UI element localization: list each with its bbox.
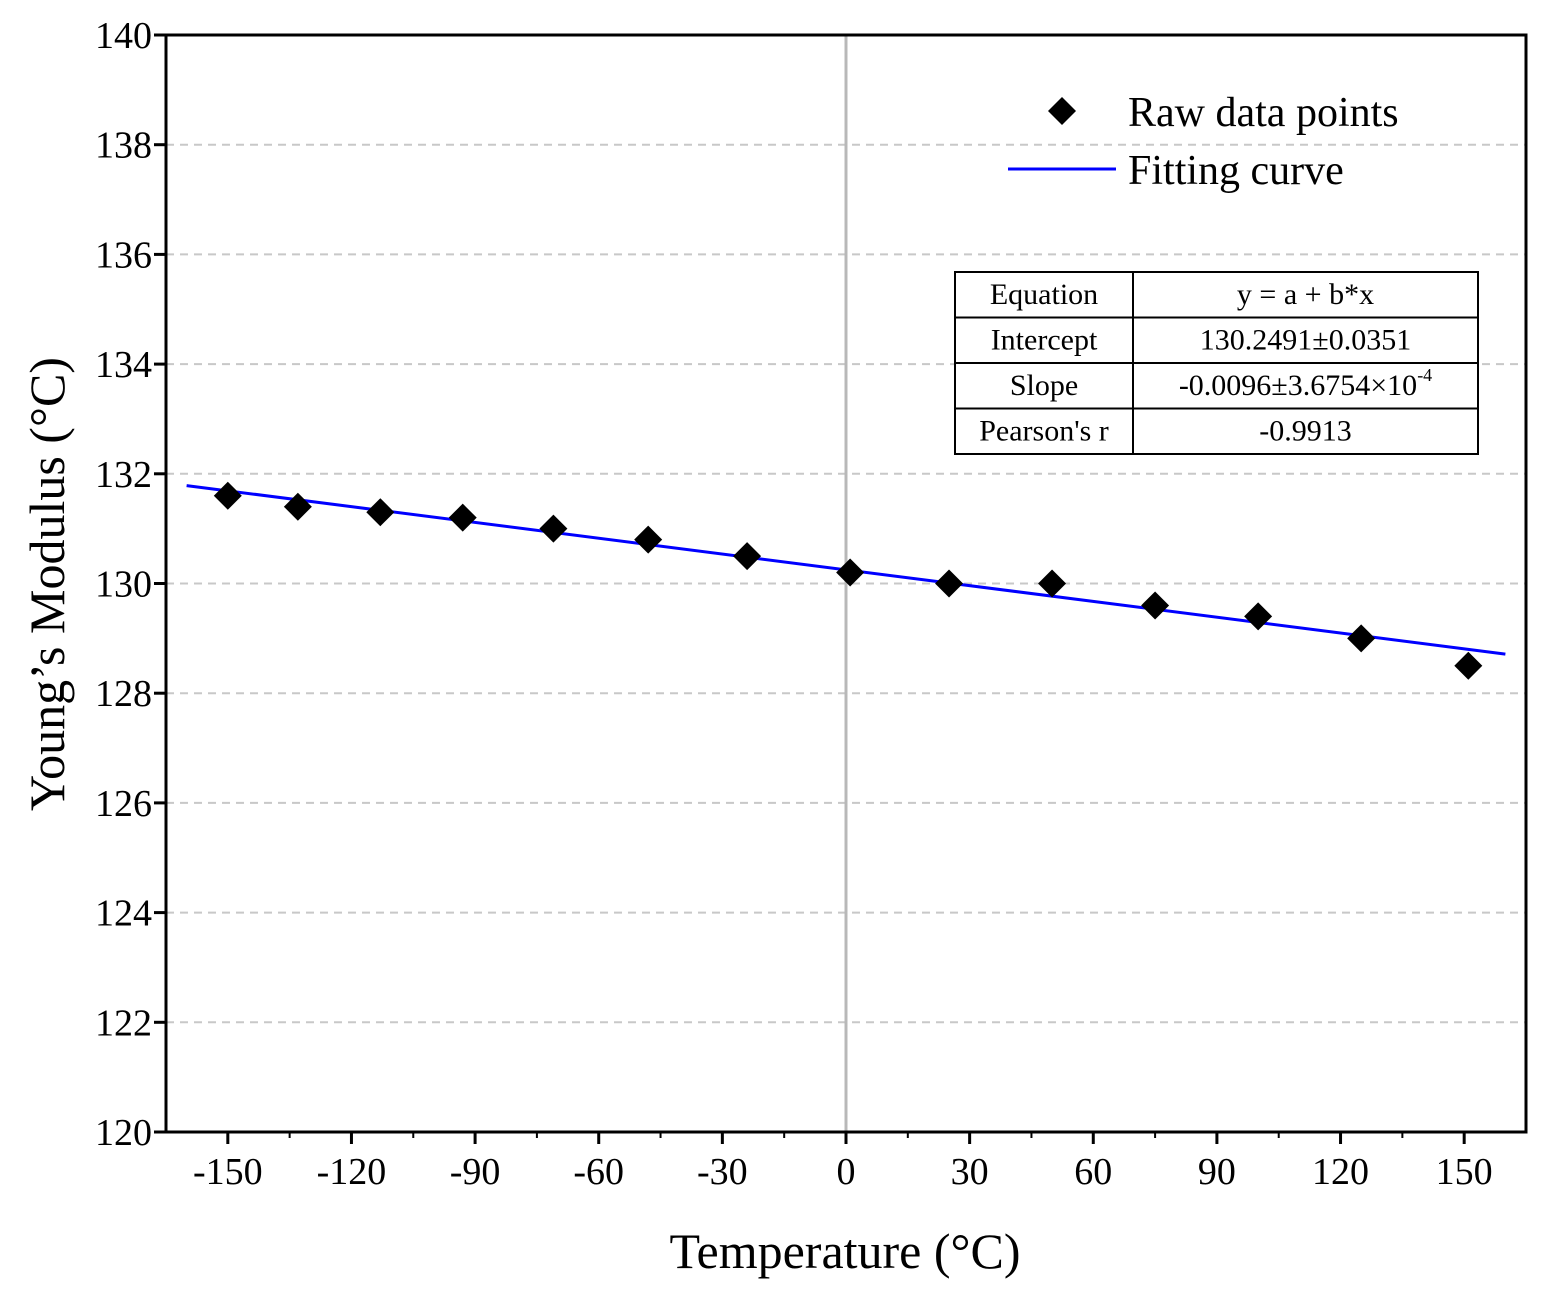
stats-row-value: y = a + b*x [1237,278,1374,311]
legend-label-fit: Fitting curve [1128,148,1344,194]
data-point [634,525,663,554]
data-point [836,558,865,587]
legend: Raw data points Fitting curve [1008,90,1399,194]
x-tick-label: 60 [1074,1151,1112,1193]
data-point [1244,602,1273,631]
y-axis-title: Young’s Modulus (°C) [19,357,75,811]
stats-row-superscript: -4 [1417,365,1432,385]
data-point [283,492,312,521]
legend-label-raw: Raw data points [1128,90,1399,136]
x-tick-label: -90 [450,1151,501,1193]
x-tick-label: 120 [1312,1151,1369,1193]
y-tick-label: 124 [95,893,152,935]
data-point [1454,651,1483,680]
y-tick-label: 138 [95,125,152,167]
data-point [733,542,762,571]
y-tick-label: 130 [95,564,152,606]
data-point [1347,624,1376,653]
data-point [448,503,477,532]
x-tick-label: 90 [1198,1151,1236,1193]
x-tick-label: -30 [697,1151,748,1193]
x-tick-label: 0 [837,1151,856,1193]
y-tick-label: 126 [95,783,152,825]
data-point [539,514,568,543]
x-axis: -150 -120 -90 -60 -30 0 30 60 90 120 150 [193,1132,1493,1193]
data-point [213,481,242,510]
y-tick-label: 128 [95,673,152,715]
x-axis-title: Temperature (°C) [669,1223,1020,1279]
raw-data-points [213,481,1483,680]
y-tick-label: 120 [95,1112,152,1154]
y-axis: 120 122 124 126 128 130 132 134 136 138 140 [95,15,166,1154]
data-point [366,498,395,527]
data-point [1038,569,1067,598]
y-tick-label: 140 [95,15,152,57]
y-tick-label: 132 [95,454,152,496]
x-tick-label: 150 [1436,1151,1493,1193]
x-tick-label: -120 [317,1151,387,1193]
stats-row-label: Pearson's r [979,415,1109,448]
stats-table: Equation y = a + b*x Intercept 130.2491±0.0… [954,271,1479,455]
y-tick-label: 134 [95,344,152,386]
x-tick-label: 30 [951,1151,989,1193]
data-point [1141,591,1170,620]
stats-row-value: 130.2491±0.0351 [1200,324,1411,357]
x-tick-label: -60 [573,1151,624,1193]
y-tick-label: 136 [95,234,152,276]
stats-row-value: -0.0096±3.6754×10-4 [1179,365,1432,402]
stats-row-label: Equation [990,278,1098,311]
legend-diamond-marker [1048,97,1076,125]
data-point [935,569,964,598]
stats-row-label: Intercept [991,324,1098,357]
stats-row-value: -0.9913 [1259,415,1352,448]
stats-row-label: Slope [1010,369,1078,402]
y-tick-label: 122 [95,1002,152,1044]
x-tick-label: -150 [193,1151,263,1193]
